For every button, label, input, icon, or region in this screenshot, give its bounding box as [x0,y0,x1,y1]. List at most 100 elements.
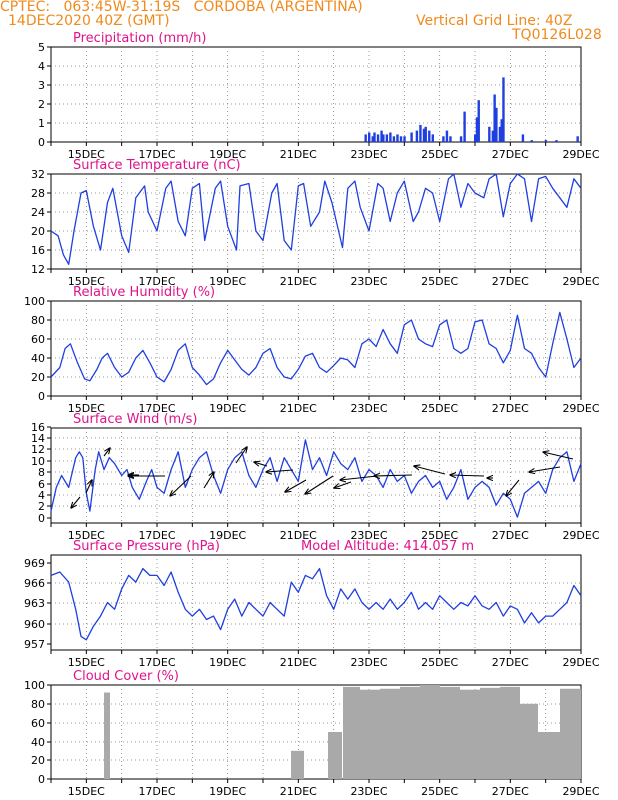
wind-vector [529,466,561,472]
panel-title: Surface Pressure (hPa) [73,539,220,554]
y-tick-label: 0 [38,136,45,149]
precip-bar [530,140,533,142]
precip-bar [502,77,505,142]
x-tick-label: 15DEC [68,785,105,798]
header-line1: CPTEC: 063:45W-31:19S CORDOBA (ARGENTINA… [0,0,363,15]
x-tick-label: 15DEC [68,402,105,415]
wind-vector [71,496,81,508]
x-tick-label: 23DEC [350,529,387,542]
y-tick-label: 40 [31,352,45,365]
precip-bar [431,134,434,142]
panel-annotation: Model Altitude: 414.057 m [301,539,474,554]
y-tick-label: 60 [31,333,45,346]
precip-bar [415,130,419,142]
x-tick-label: 25DEC [421,148,458,161]
wind-vector [254,462,268,466]
precip-bar [410,132,413,142]
precip-bar [474,134,477,142]
wind-vector [374,475,413,476]
x-tick-label: 27DEC [492,402,529,415]
y-tick-label: 3 [38,79,45,92]
precip-bar [544,140,548,142]
y-tick-label: 6 [38,478,45,491]
y-tick-label: 969 [24,557,45,570]
y-tick-label: 4 [38,60,45,73]
precip-bar [385,134,389,142]
y-tick-label: 5 [38,41,45,54]
precip-bar [380,130,383,142]
y-tick-label: 80 [31,314,45,327]
precip-bar [364,134,367,142]
wind-vector [506,479,520,496]
wind-vector [450,475,485,476]
header-line2: 14DEC2020 40Z (GMT) [8,13,170,29]
x-tick-label: 29DEC [562,785,599,798]
panel-title: Surface Wind (m/s) [73,412,197,427]
y-tick-label: 960 [24,618,45,631]
y-tick-label: 32 [31,168,45,181]
panel-frame-0 [50,46,582,143]
cloud-bar [480,687,500,779]
wind-vector [340,475,378,480]
cloud-bar [380,688,400,779]
precip-bar [475,117,479,142]
cloud-bar [400,686,420,779]
cloud-bar [440,686,460,779]
precip-bar [495,107,498,142]
x-tick-label: 27DEC [492,785,529,798]
x-tick-label: 29DEC [562,529,599,542]
wind-vector [203,472,214,489]
x-tick-label: 21DEC [280,148,317,161]
y-tick-label: 10 [31,455,45,468]
x-tick-label: 19DEC [209,275,246,288]
cloud-bar [328,732,342,779]
y-tick-label: 0 [38,773,45,786]
cloud-bar [343,686,360,779]
y-tick-label: 40 [31,736,45,749]
wind-vector [170,475,192,496]
x-tick-label: 27DEC [492,148,529,161]
x-tick-label: 21DEC [280,529,317,542]
precip-bar [403,136,406,142]
precip-bar [399,136,403,142]
precip-bar [488,126,491,142]
x-tick-label: 27DEC [492,275,529,288]
cloud-bar [520,703,538,779]
x-tick-label: 21DEC [280,785,317,798]
wind-vector [285,479,307,492]
precip-bar [576,136,579,142]
x-tick-label: 29DEC [562,402,599,415]
precip-bar [373,132,376,142]
y-tick-label: 8 [38,466,45,479]
precip-bar [396,134,399,142]
x-tick-label: 29DEC [562,656,599,669]
panel-frame-4 [50,554,582,651]
x-tick-label: 25DEC [421,529,458,542]
precip-bar [442,136,445,142]
y-tick-label: 80 [31,698,45,711]
y-tick-label: 963 [24,597,45,610]
y-tick-label: 16 [31,244,45,257]
x-tick-label: 19DEC [209,529,246,542]
series-line [50,567,582,641]
precip-bar [424,126,427,142]
x-tick-label: 15DEC [68,275,105,288]
precip-bar [392,136,396,142]
x-tick-label: 17DEC [138,529,175,542]
x-tick-label: 25DEC [421,275,458,288]
y-tick-label: 12 [31,443,45,456]
x-tick-label: 15DEC [68,148,105,161]
x-tick-label: 21DEC [280,402,317,415]
precip-bar [445,130,449,142]
cloud-bar [104,692,110,779]
x-tick-label: 25DEC [421,785,458,798]
wind-vector [103,448,110,457]
panel-frame-2 [50,300,582,397]
x-tick-label: 15DEC [68,656,105,669]
panel-frame-3 [50,427,582,524]
precip-bar [491,130,495,142]
wind-vector [334,481,352,488]
x-tick-label: 17DEC [138,275,175,288]
panel-title: Precipitation (mm/h) [73,31,206,46]
